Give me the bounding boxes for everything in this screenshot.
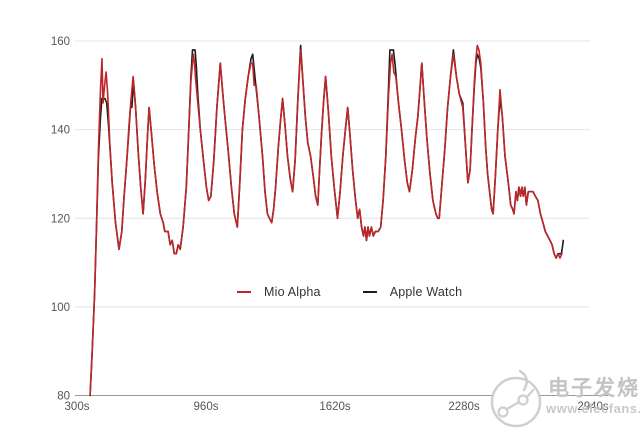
series-line-mio-alpha bbox=[89, 44, 563, 397]
legend-item-apple-watch: Apple Watch bbox=[362, 285, 463, 299]
legend-item-mio-alpha: Mio Alpha bbox=[237, 285, 321, 299]
x-tick-label: 1620s bbox=[319, 401, 351, 413]
apple-watch-line-swatch bbox=[362, 291, 377, 293]
x-tick-label: 2280s bbox=[448, 401, 480, 413]
chart-legend: Mio Alpha Apple Watch bbox=[237, 285, 462, 299]
y-tick-label: 140 bbox=[51, 125, 70, 137]
x-tick-label: 300s bbox=[65, 401, 90, 413]
y-tick-label: 160 bbox=[51, 36, 70, 48]
mio-alpha-line-swatch bbox=[237, 291, 251, 293]
legend-label-mio-alpha: Mio Alpha bbox=[264, 285, 321, 299]
x-tick-label: 2940s bbox=[577, 401, 609, 413]
y-tick-label: 100 bbox=[51, 302, 70, 314]
x-tick-label: 960s bbox=[194, 401, 219, 413]
legend-label-apple-watch: Apple Watch bbox=[389, 285, 463, 299]
y-tick-label: 120 bbox=[51, 213, 70, 225]
y-tick-label: 80 bbox=[57, 391, 70, 403]
